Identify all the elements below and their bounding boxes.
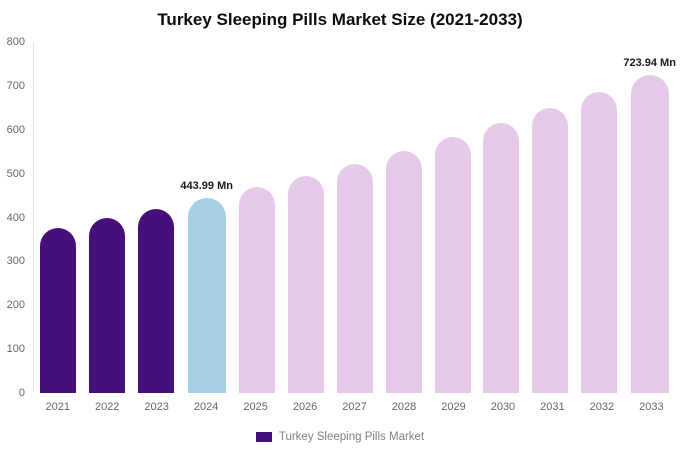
x-tick-label: 2030 (490, 401, 516, 413)
bar-2030[interactable] (483, 123, 520, 393)
bar-column (526, 42, 575, 393)
chart-title: Turkey Sleeping Pills Market Size (2021-… (157, 10, 523, 29)
y-tick-label: 100 (6, 343, 25, 356)
bar-2028[interactable] (385, 150, 422, 393)
bar-column (83, 42, 132, 393)
bar-column: 723.94 Mn (623, 42, 676, 393)
bar-2033[interactable] (630, 75, 669, 393)
plot-area: 443.99 Mn 723.94 Mn (33, 42, 676, 393)
y-tick-label: 600 (6, 123, 25, 136)
bars-container: 443.99 Mn 723.94 Mn (34, 42, 676, 393)
bar-2026[interactable] (288, 175, 325, 393)
x-tick-label: 2022 (94, 401, 120, 413)
x-tick-label: 2028 (391, 401, 417, 413)
x-tick-label: 2023 (144, 401, 169, 413)
y-axis: 0 100 200 300 400 500 600 700 800 (0, 36, 28, 399)
y-tick-label: 500 (6, 167, 25, 180)
x-tick-label: 2033 (639, 401, 664, 413)
y-tick-label: 300 (6, 255, 25, 268)
x-tick-label: 2027 (342, 401, 367, 413)
bar-column (575, 42, 624, 393)
x-tick-label: 2032 (589, 401, 615, 413)
bar-column (428, 42, 477, 393)
y-tick-label: 200 (6, 299, 25, 312)
bar-column (331, 42, 380, 393)
bar-2032[interactable] (580, 92, 618, 393)
bar-column: 443.99 Mn (180, 42, 233, 393)
x-tick-label: 2021 (45, 401, 70, 413)
bar-2031[interactable] (532, 108, 569, 393)
bar-2029[interactable] (434, 137, 471, 393)
bar-column (477, 42, 526, 393)
bar-2022[interactable] (89, 218, 126, 393)
bar-2027[interactable] (336, 163, 374, 393)
x-axis: 2021 2022 2023 2024 2025 2026 2027 2028 2029 2030… (33, 401, 676, 413)
bar-column (233, 42, 282, 393)
y-tick-label: 700 (6, 79, 25, 92)
bar-value-label: 443.99 Mn (180, 180, 233, 193)
bar-2025[interactable] (239, 187, 276, 393)
x-tick-label: 2031 (540, 401, 565, 413)
bar-2024[interactable] (187, 198, 226, 393)
bar-column (34, 42, 83, 393)
x-tick-label: 2029 (441, 401, 466, 413)
legend-swatch (255, 432, 272, 442)
x-tick-label: 2026 (292, 401, 318, 413)
legend-label: Turkey Sleeping Pills Market (278, 431, 425, 443)
legend[interactable]: Turkey Sleeping Pills Market (0, 431, 680, 443)
y-tick-label: 400 (6, 211, 25, 224)
bar-column (379, 42, 428, 393)
x-tick-label: 2024 (193, 401, 219, 413)
bar-2021[interactable] (40, 227, 77, 393)
bar-column (132, 42, 181, 393)
bar-value-label: 723.94 Mn (623, 57, 676, 70)
x-tick-label: 2025 (243, 401, 268, 413)
bar-2023[interactable] (137, 208, 175, 393)
bar-column (282, 42, 331, 393)
y-tick-label: 800 (6, 36, 25, 48)
y-tick-label: 0 (18, 387, 25, 399)
